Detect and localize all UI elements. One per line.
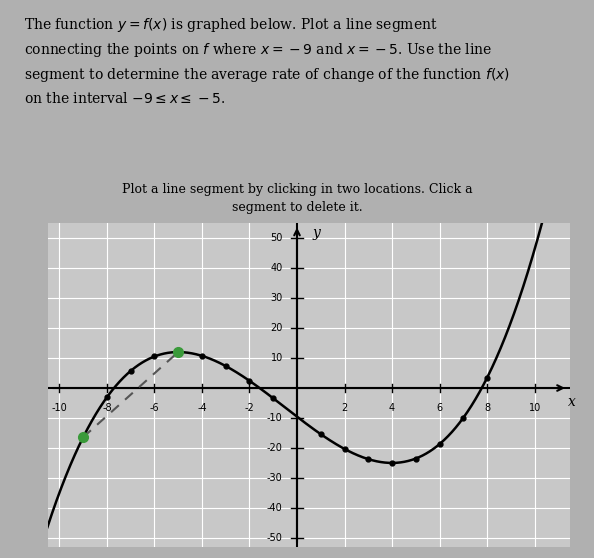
Text: 50: 50 [270,233,283,243]
Text: 10: 10 [529,403,541,413]
Text: -30: -30 [267,473,283,483]
Text: 2: 2 [342,403,347,413]
Text: -2: -2 [245,403,254,413]
Text: 6: 6 [437,403,443,413]
Text: -50: -50 [267,533,283,543]
Text: y: y [312,226,320,240]
Text: Plot a line segment by clicking in two locations. Click a
segment to delete it.: Plot a line segment by clicking in two l… [122,183,472,214]
Text: -6: -6 [150,403,159,413]
Text: 40: 40 [270,263,283,273]
Text: -10: -10 [52,403,67,413]
Text: 20: 20 [270,323,283,333]
Text: x: x [568,395,576,408]
Text: 4: 4 [389,403,395,413]
Text: 30: 30 [270,293,283,303]
Text: -8: -8 [102,403,112,413]
Text: 10: 10 [270,353,283,363]
Text: -20: -20 [267,443,283,453]
Text: -40: -40 [267,503,283,513]
Text: -10: -10 [267,413,283,423]
Text: -4: -4 [197,403,207,413]
Text: 8: 8 [484,403,490,413]
Text: The function $y = f(x)$ is graphed below. Plot a line segment
connecting the poi: The function $y = f(x)$ is graphed below… [24,16,510,105]
